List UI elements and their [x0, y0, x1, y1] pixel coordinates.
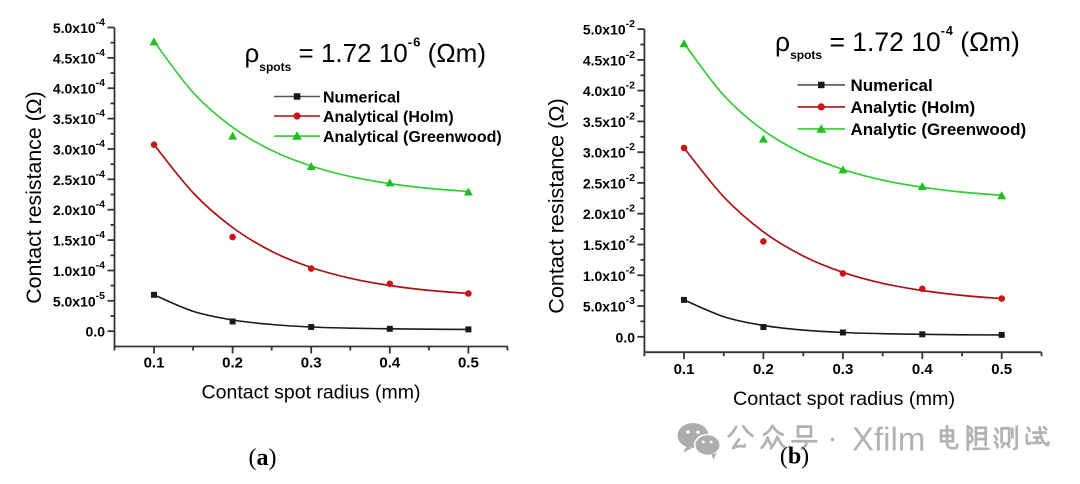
svg-text:5.0x10-4: 5.0x10-4 — [53, 17, 105, 37]
svg-text:1.0x10-2: 1.0x10-2 — [583, 264, 635, 284]
svg-text:0.4: 0.4 — [912, 361, 934, 378]
svg-text:3.5x10-2: 3.5x10-2 — [583, 110, 635, 129]
svg-text:0.1: 0.1 — [144, 355, 165, 372]
svg-text:2.0x10-4: 2.0x10-4 — [53, 199, 105, 219]
svg-text:0.2: 0.2 — [753, 361, 774, 378]
svg-text:0.5: 0.5 — [458, 355, 479, 372]
svg-text:Xfilm: Xfilm — [852, 421, 925, 458]
svg-text:3.0x10-2: 3.0x10-2 — [583, 141, 635, 161]
svg-text:Analytical (Holm): Analytical (Holm) — [323, 109, 454, 126]
svg-text:3.5x10-4: 3.5x10-4 — [53, 108, 105, 128]
svg-text:0.4: 0.4 — [379, 355, 401, 372]
svg-text:Analytic (Holm): Analytic (Holm) — [851, 98, 976, 117]
svg-text:Contact spot radius (mm): Contact spot radius (mm) — [733, 388, 955, 410]
svg-text:1.5x10-4: 1.5x10-4 — [53, 229, 105, 249]
svg-text:1.5x10-2: 1.5x10-2 — [583, 234, 635, 254]
svg-text:4.5x10-4: 4.5x10-4 — [53, 47, 105, 67]
svg-text:0.0: 0.0 — [86, 324, 106, 340]
svg-text:2.5x10-2: 2.5x10-2 — [583, 172, 635, 192]
svg-text:Analytic (Greenwood): Analytic (Greenwood) — [851, 120, 1027, 139]
svg-text:ρspots = 1.72 10- 6 (Ωm): ρspots = 1.72 10- 6 (Ωm) — [245, 35, 487, 75]
svg-text:Contact spot radius (mm): Contact spot radius (mm) — [202, 382, 421, 404]
svg-text:1.0x10-4: 1.0x10-4 — [53, 260, 105, 280]
svg-text:Contact resistance (Ω): Contact resistance (Ω) — [544, 98, 569, 313]
svg-text:2.0x10-2: 2.0x10-2 — [583, 203, 635, 223]
svg-text:(b): (b) — [780, 444, 809, 470]
svg-text:4.5x10-2: 4.5x10-2 — [583, 49, 635, 69]
svg-text:2.5x10-4: 2.5x10-4 — [53, 168, 105, 188]
svg-text:0.2: 0.2 — [222, 355, 243, 372]
svg-text:ρspots = 1.72 10- 4 (Ωm): ρspots = 1.72 10- 4 (Ωm) — [775, 24, 1020, 62]
svg-text:Contact resistance (Ω): Contact resistance (Ω) — [22, 91, 46, 303]
svg-text:(a): (a) — [249, 445, 277, 471]
svg-text:Numerical: Numerical — [851, 76, 933, 95]
svg-text:5.0x10-2: 5.0x10-2 — [583, 18, 635, 38]
svg-text:Analytical (Greenwood): Analytical (Greenwood) — [323, 129, 502, 146]
svg-text:5.0x10-3: 5.0x10-3 — [583, 295, 635, 315]
svg-text:5.0x10-5: 5.0x10-5 — [53, 290, 105, 310]
svg-text:3.0x10-4: 3.0x10-4 — [53, 138, 105, 158]
svg-text:0.5: 0.5 — [991, 361, 1012, 378]
svg-text:4.0x10-4: 4.0x10-4 — [53, 77, 105, 97]
svg-text:4.0x10-2: 4.0x10-2 — [583, 80, 635, 100]
svg-text:Numerical: Numerical — [323, 89, 400, 106]
svg-text:0.0: 0.0 — [616, 329, 636, 345]
svg-text:0.3: 0.3 — [832, 361, 853, 378]
svg-text:0.1: 0.1 — [674, 361, 695, 378]
svg-text:0.3: 0.3 — [301, 355, 322, 372]
